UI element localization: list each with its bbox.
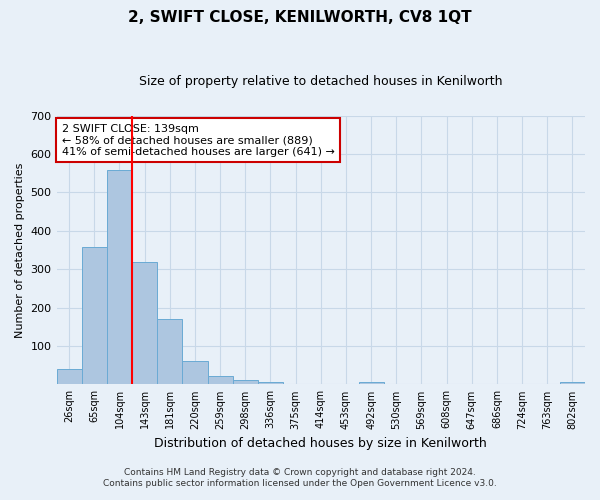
Text: 2, SWIFT CLOSE, KENILWORTH, CV8 1QT: 2, SWIFT CLOSE, KENILWORTH, CV8 1QT — [128, 10, 472, 25]
Bar — [208, 376, 233, 384]
X-axis label: Distribution of detached houses by size in Kenilworth: Distribution of detached houses by size … — [154, 437, 487, 450]
Title: Size of property relative to detached houses in Kenilworth: Size of property relative to detached ho… — [139, 75, 503, 88]
Bar — [560, 382, 585, 384]
Text: 2 SWIFT CLOSE: 139sqm
← 58% of detached houses are smaller (889)
41% of semi-det: 2 SWIFT CLOSE: 139sqm ← 58% of detached … — [62, 124, 335, 157]
Y-axis label: Number of detached properties: Number of detached properties — [15, 162, 25, 338]
Bar — [82, 247, 107, 384]
Bar — [56, 369, 82, 384]
Bar — [107, 170, 132, 384]
Bar — [258, 382, 283, 384]
Bar — [132, 262, 157, 384]
Text: Contains HM Land Registry data © Crown copyright and database right 2024.
Contai: Contains HM Land Registry data © Crown c… — [103, 468, 497, 487]
Bar — [157, 319, 182, 384]
Bar — [359, 382, 383, 384]
Bar — [182, 360, 208, 384]
Bar — [233, 380, 258, 384]
